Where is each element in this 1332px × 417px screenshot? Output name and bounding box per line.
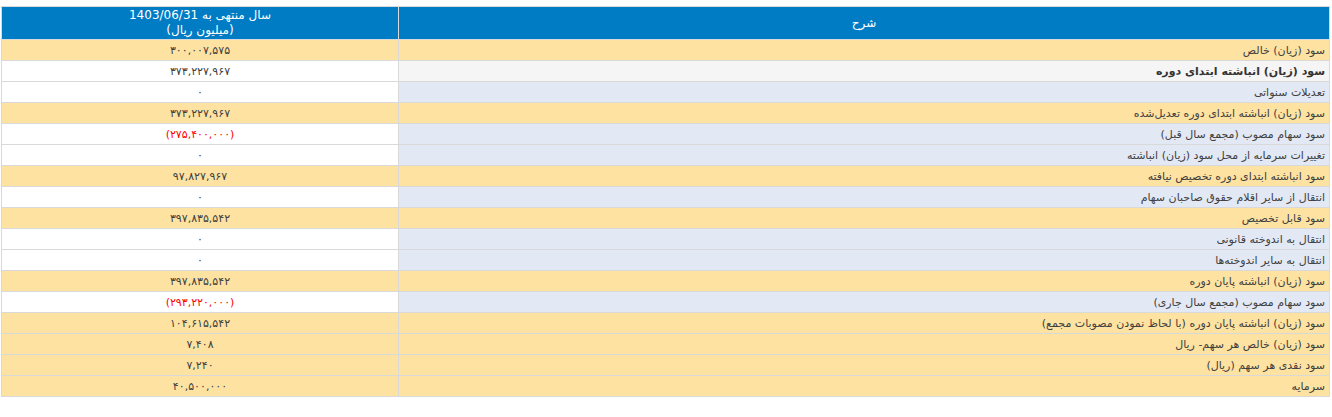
page: شرح سال منتهی به 1403/06/31 (میلیون ریال… (0, 0, 1332, 397)
table-row[interactable]: سود (زیان) انباشته ابتدای دوره ۳۷۳,۲۲۷,۹… (2, 61, 1330, 82)
row-value-text: ۳۹۷,۸۳۵,۵۴۲ (170, 275, 230, 288)
table-row[interactable]: سود (زیان) خالص هر سهم- ریال ۷,۴۰۸ (2, 334, 1330, 355)
table-row[interactable]: سود (زیان) انباشته ابتدای دوره تعدیل‌شده… (2, 103, 1330, 124)
row-label: سود (زیان) خالص هر سهم- ریال (399, 334, 1330, 355)
table-row[interactable]: انتقال به اندوخته قانونی ۰ (2, 229, 1330, 250)
row-value: ۳۷۳,۲۲۷,۹۶۷ (2, 61, 399, 82)
row-value-text: ۳۹۷,۸۳۵,۵۴۲ (170, 212, 230, 225)
row-value: ۷,۲۴۰ (2, 355, 399, 376)
row-value: ۰ (2, 187, 399, 208)
row-value: ۳۹۷,۸۳۵,۵۴۲ (2, 271, 399, 292)
row-value-text: ۰ (197, 149, 203, 162)
row-label: انتقال از سایر اقلام حقوق صاحبان سهام (399, 187, 1330, 208)
table-row[interactable]: سود (زیان) انباشته پایان دوره (با لحاظ ن… (2, 313, 1330, 334)
row-label: سود (زیان) انباشته پایان دوره (399, 271, 1330, 292)
row-label: سود سهام مصوب (مجمع سال قبل) (399, 124, 1330, 145)
row-value: ۰ (2, 145, 399, 166)
row-value: ۳۰۰,۰۰۷,۵۷۵ (2, 40, 399, 61)
row-value-text: ۰ (197, 233, 203, 246)
period-label: سال منتهی به 1403/06/31 (6, 8, 394, 23)
unit-label: (میلیون ریال) (6, 23, 394, 38)
row-value-text: ۰ (197, 86, 203, 99)
row-value-text: ۳۰۰,۰۰۷,۵۷۵ (170, 44, 230, 57)
row-value: (۲۷۵,۴۰۰,۰۰۰) (2, 124, 399, 145)
row-value-text: ۷,۴۰۸ (186, 338, 213, 351)
table-row[interactable]: سود قابل تخصیص ۳۹۷,۸۳۵,۵۴۲ (2, 208, 1330, 229)
row-value: ۰ (2, 250, 399, 271)
row-value-text: (۲۹۳,۲۲۰,۰۰۰) (166, 296, 235, 309)
row-label: تعدیلات سنواتی (399, 82, 1330, 103)
table-body: سود (زیان) خالص ۳۰۰,۰۰۷,۵۷۵ سود (زیان) ا… (2, 40, 1330, 397)
row-label: سود (زیان) انباشته ابتدای دوره (399, 61, 1330, 82)
row-value-text: ۰ (197, 254, 203, 267)
row-label: سرمایه (399, 376, 1330, 397)
row-label: سود قابل تخصیص (399, 208, 1330, 229)
row-value: ۳۷۳,۲۲۷,۹۶۷ (2, 103, 399, 124)
row-label: سود نقدی هر سهم (ریال) (399, 355, 1330, 376)
row-value: ۹۷,۸۲۷,۹۶۷ (2, 166, 399, 187)
table-row[interactable]: سود انباشته ابتدای دوره تخصیص نیافته ۹۷,… (2, 166, 1330, 187)
description-column-header: شرح (399, 7, 1330, 40)
row-value: ۷,۴۰۸ (2, 334, 399, 355)
row-value-text: ۳۷۳,۲۲۷,۹۶۷ (170, 65, 230, 78)
table-row[interactable]: سود (زیان) انباشته پایان دوره ۳۹۷,۸۳۵,۵۴… (2, 271, 1330, 292)
row-label: انتقال به اندوخته قانونی (399, 229, 1330, 250)
row-value-text: ۱۰۴,۶۱۵,۵۴۲ (170, 317, 230, 330)
row-value-text: (۲۷۵,۴۰۰,۰۰۰) (166, 128, 235, 141)
row-value: ۳۹۷,۸۳۵,۵۴۲ (2, 208, 399, 229)
row-value: ۰ (2, 229, 399, 250)
row-value: ۱۰۴,۶۱۵,۵۴۲ (2, 313, 399, 334)
row-label: سود (زیان) خالص (399, 40, 1330, 61)
table-header-row: شرح سال منتهی به 1403/06/31 (میلیون ریال… (2, 7, 1330, 40)
table-row[interactable]: انتقال از سایر اقلام حقوق صاحبان سهام ۰ (2, 187, 1330, 208)
table-row[interactable]: انتقال به سایر اندوخته‌ها ۰ (2, 250, 1330, 271)
row-label: سود انباشته ابتدای دوره تخصیص نیافته (399, 166, 1330, 187)
row-label: انتقال به سایر اندوخته‌ها (399, 250, 1330, 271)
row-value-text: ۰ (197, 191, 203, 204)
table-row[interactable]: تغییرات سرمایه از محل سود (زیان) انباشته… (2, 145, 1330, 166)
table-row[interactable]: سود (زیان) خالص ۳۰۰,۰۰۷,۵۷۵ (2, 40, 1330, 61)
row-value-text: ۹۷,۸۲۷,۹۶۷ (173, 170, 227, 183)
row-label: سود (زیان) انباشته پایان دوره (با لحاظ ن… (399, 313, 1330, 334)
row-label: سود (زیان) انباشته ابتدای دوره تعدیل‌شده (399, 103, 1330, 124)
table-row[interactable]: سود نقدی هر سهم (ریال) ۷,۲۴۰ (2, 355, 1330, 376)
row-label: تغییرات سرمایه از محل سود (زیان) انباشته (399, 145, 1330, 166)
row-value: ۴۰,۵۰۰,۰۰۰ (2, 376, 399, 397)
table-row[interactable]: سرمایه ۴۰,۵۰۰,۰۰۰ (2, 376, 1330, 397)
financial-table: شرح سال منتهی به 1403/06/31 (میلیون ریال… (1, 6, 1330, 397)
row-value-text: ۷,۲۴۰ (186, 359, 213, 372)
row-value-text: ۳۷۳,۲۲۷,۹۶۷ (170, 107, 230, 120)
table-row[interactable]: سود سهام مصوب (مجمع سال قبل) (۲۷۵,۴۰۰,۰۰… (2, 124, 1330, 145)
row-label: سود سهام مصوب (مجمع سال جاری) (399, 292, 1330, 313)
row-value-text: ۴۰,۵۰۰,۰۰۰ (173, 380, 227, 393)
row-value: ۰ (2, 82, 399, 103)
table-row[interactable]: سود سهام مصوب (مجمع سال جاری) (۲۹۳,۲۲۰,۰… (2, 292, 1330, 313)
table-row[interactable]: تعدیلات سنواتی ۰ (2, 82, 1330, 103)
period-column-header: سال منتهی به 1403/06/31 (میلیون ریال) (2, 7, 399, 40)
row-value: (۲۹۳,۲۲۰,۰۰۰) (2, 292, 399, 313)
